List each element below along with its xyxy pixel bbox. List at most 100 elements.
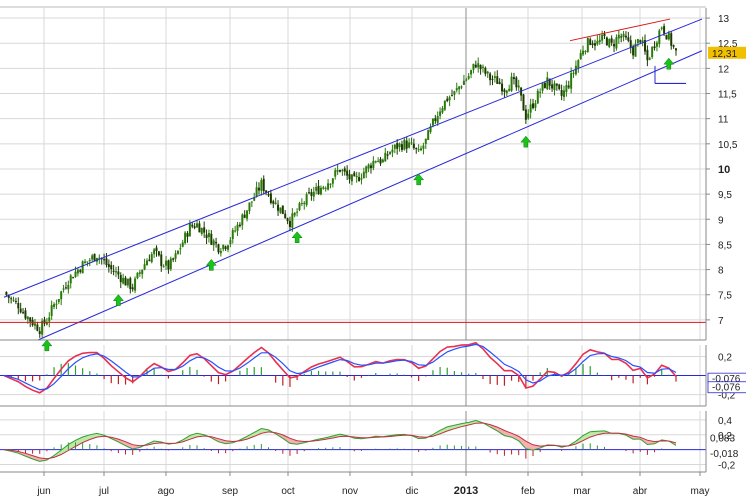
candle-body xyxy=(191,224,194,227)
osc-fill-band xyxy=(247,432,255,440)
candle-body xyxy=(219,251,222,254)
candle-body xyxy=(50,305,53,316)
candle-body xyxy=(210,233,213,245)
candle-body xyxy=(312,191,315,197)
candle-body xyxy=(541,83,544,91)
oscillator-panel xyxy=(0,419,706,462)
candle-body xyxy=(653,46,656,49)
candle-body xyxy=(74,271,77,277)
candle-body xyxy=(603,33,606,36)
osc-value-label: -0,018 xyxy=(710,449,739,460)
candle-body xyxy=(38,331,41,334)
x-tick-label: jul xyxy=(98,486,109,497)
price-tick-label: 7 xyxy=(718,316,724,327)
x-tick-label: ago xyxy=(158,486,175,497)
candle-body xyxy=(150,254,153,263)
candle-body xyxy=(415,147,418,150)
candle-body xyxy=(115,271,117,273)
candle-body xyxy=(124,277,127,286)
candle-body xyxy=(277,204,280,211)
candle-body xyxy=(14,301,17,303)
candle-body xyxy=(153,249,156,255)
osc-fill-band xyxy=(61,444,69,455)
candle-body xyxy=(477,63,480,68)
candle-body xyxy=(536,90,539,104)
candle-body xyxy=(231,230,234,240)
candle-body xyxy=(179,248,182,250)
signal-arrows xyxy=(41,57,675,352)
candle-body xyxy=(396,143,399,149)
candle-body xyxy=(391,149,394,153)
x-axis-labels: jun jul ago sep oct nov dic 2013 feb mar abr may xyxy=(36,472,709,497)
candle-body xyxy=(238,224,241,227)
candle-body xyxy=(503,89,506,92)
candle-body xyxy=(608,38,611,47)
candle-body xyxy=(508,88,511,92)
candle-body xyxy=(141,269,144,275)
x-tick-label: nov xyxy=(342,486,358,497)
candle-body xyxy=(420,148,423,151)
candle-body xyxy=(358,177,361,181)
channel-lower-line xyxy=(37,50,703,341)
price-tick-label: 13 xyxy=(718,14,730,25)
candle-body xyxy=(160,254,163,267)
green-up-arrow-icon xyxy=(41,339,53,352)
osc-fill-band xyxy=(468,420,476,425)
candle-body xyxy=(324,187,327,189)
candle-body xyxy=(176,250,179,254)
green-up-arrow-icon xyxy=(663,57,675,70)
candle-body xyxy=(281,205,284,215)
macd-value-label: -0,076 xyxy=(712,374,741,385)
candle-body xyxy=(560,89,563,96)
candle-body xyxy=(212,240,215,246)
candle-body xyxy=(48,317,51,322)
candle-body xyxy=(563,90,565,97)
candle-body xyxy=(317,185,320,195)
candle-body xyxy=(103,259,106,261)
candle-body xyxy=(148,259,151,262)
candle-body xyxy=(22,312,25,314)
candle-body xyxy=(286,218,289,222)
candle-body xyxy=(501,83,504,92)
osc-fill-band xyxy=(282,434,290,444)
candle-body xyxy=(229,239,232,245)
candle-body xyxy=(641,40,644,42)
price-tick-label: 9 xyxy=(718,215,724,226)
candle-body xyxy=(489,73,492,81)
candle-body xyxy=(365,166,368,174)
candle-body xyxy=(198,223,201,233)
price-panel xyxy=(0,18,706,352)
osc-fill-band xyxy=(254,428,262,437)
candle-body xyxy=(655,42,658,47)
candle-body xyxy=(462,80,465,85)
candle-body xyxy=(532,103,535,109)
candle-body xyxy=(315,187,318,191)
candle-body xyxy=(293,212,296,216)
candle-body xyxy=(36,324,39,331)
osc-tick-label: 0,2 xyxy=(718,431,732,442)
candle-body xyxy=(474,64,477,68)
candle-body xyxy=(174,253,177,259)
x-tick-label: mar xyxy=(573,486,591,497)
candle-body xyxy=(505,90,508,94)
candle-body xyxy=(169,258,172,270)
candle-body xyxy=(107,264,110,268)
candle-body xyxy=(10,298,13,300)
candle-body xyxy=(589,39,592,45)
candle-body xyxy=(224,246,227,250)
candle-body xyxy=(167,260,170,270)
candle-body xyxy=(334,170,337,177)
candle-body xyxy=(472,63,475,70)
candle-body xyxy=(79,270,82,272)
candle-body xyxy=(234,230,237,232)
candle-body xyxy=(660,27,663,29)
candle-body xyxy=(467,76,470,79)
candle-body xyxy=(624,35,627,38)
candle-body xyxy=(339,170,341,172)
candle-body xyxy=(57,298,60,302)
candle-body xyxy=(136,272,139,279)
osc-fill-band xyxy=(125,441,133,450)
candle-body xyxy=(670,33,673,46)
candle-body xyxy=(615,37,618,49)
candle-body xyxy=(567,85,570,88)
